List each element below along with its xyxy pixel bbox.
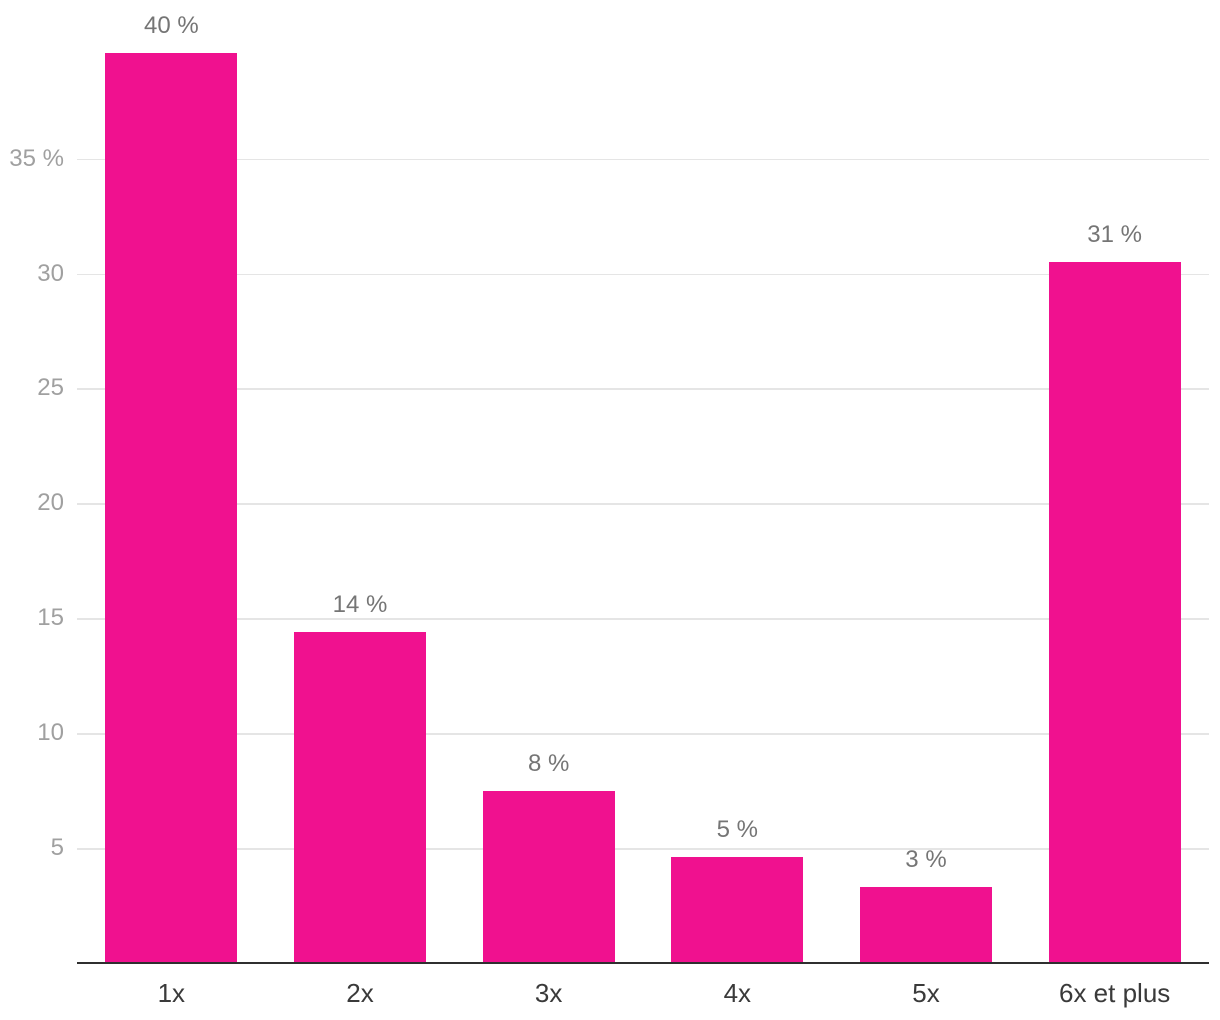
- gridline: [77, 273, 1209, 275]
- x-axis-tick-label: 1x: [157, 978, 186, 1008]
- y-axis-tick-label: 15: [37, 604, 64, 632]
- y-axis-tick-label: 35 %: [9, 144, 64, 172]
- gridline: [77, 158, 1209, 161]
- x-axis-tick-label: 2x: [346, 978, 374, 1008]
- gridline: [77, 503, 1209, 505]
- bar: [294, 632, 426, 963]
- bar: [105, 52, 238, 963]
- x-axis-line: [77, 961, 1209, 964]
- bar-value-label: 8 %: [527, 749, 570, 777]
- bar: [482, 790, 615, 963]
- gridline: [77, 848, 1209, 850]
- bar-value-label: 14 %: [332, 591, 388, 619]
- x-axis-tick-label: 5x: [912, 978, 940, 1008]
- y-axis-tick-label: 5: [50, 834, 64, 862]
- gridline: [77, 388, 1209, 390]
- bar-value-label: 31 %: [1087, 221, 1142, 248]
- y-axis-tick-label: 30: [37, 259, 64, 287]
- bar: [860, 887, 992, 963]
- bar-value-label: 3 %: [905, 846, 947, 874]
- y-axis-tick-label: 25: [37, 374, 64, 402]
- bar: [1048, 262, 1181, 963]
- x-axis-tick-label: 4x: [723, 978, 752, 1008]
- gridline: [77, 733, 1209, 735]
- bar: [671, 857, 804, 963]
- y-axis-tick-label: 10: [37, 719, 64, 747]
- x-axis-tick-label: 6x et plus: [1059, 978, 1171, 1008]
- y-axis-tick-label: 20: [37, 489, 64, 517]
- bar-value-label: 40 %: [143, 11, 199, 39]
- bar-value-label: 5 %: [716, 816, 758, 844]
- x-axis-tick-label: 3x: [534, 978, 563, 1008]
- gridline: [77, 618, 1209, 620]
